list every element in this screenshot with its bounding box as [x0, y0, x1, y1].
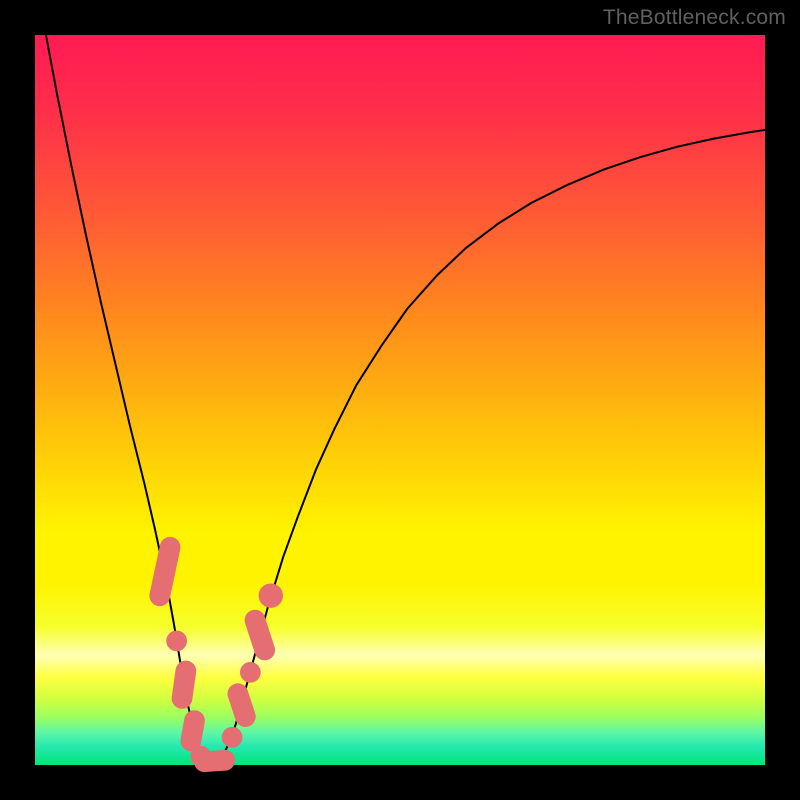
marker-dot [259, 584, 282, 607]
plot-background [35, 35, 765, 765]
marker-dot [240, 662, 260, 682]
bottleneck-curve-chart [0, 0, 800, 800]
marker-dot [222, 727, 242, 747]
marker-dot [167, 631, 187, 651]
chart-stage: TheBottleneck.com [0, 0, 800, 800]
watermark-text: TheBottleneck.com [603, 6, 786, 30]
marker-capsule [194, 750, 235, 772]
